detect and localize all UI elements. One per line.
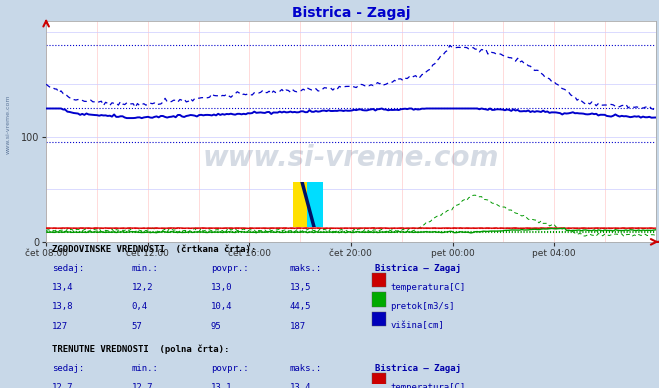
- Text: www.si-vreme.com: www.si-vreme.com: [5, 94, 11, 154]
- Text: 13,1: 13,1: [211, 383, 232, 388]
- Text: 57: 57: [132, 322, 142, 331]
- Bar: [372, 293, 386, 307]
- Text: povpr.:: povpr.:: [211, 364, 248, 373]
- Text: ZGODOVINSKE VREDNOSTI  (črtkana črta):: ZGODOVINSKE VREDNOSTI (črtkana črta):: [52, 245, 256, 254]
- Title: Bistrica - Zagaj: Bistrica - Zagaj: [292, 6, 410, 20]
- Text: min.:: min.:: [132, 364, 158, 373]
- Text: višina[cm]: višina[cm]: [391, 322, 444, 331]
- Text: 13,5: 13,5: [290, 283, 312, 292]
- Text: 44,5: 44,5: [290, 302, 312, 311]
- Text: 12,2: 12,2: [132, 283, 153, 292]
- Text: sedaj:: sedaj:: [52, 264, 84, 273]
- Text: 13,8: 13,8: [52, 302, 74, 311]
- Text: 127: 127: [52, 322, 69, 331]
- Text: 187: 187: [290, 322, 306, 331]
- Text: 10,4: 10,4: [211, 302, 232, 311]
- Text: Bistrica – Zagaj: Bistrica – Zagaj: [376, 264, 461, 273]
- Text: 12,7: 12,7: [132, 383, 153, 388]
- Text: maks.:: maks.:: [290, 364, 322, 373]
- Bar: [293, 182, 308, 227]
- Text: pretok[m3/s]: pretok[m3/s]: [391, 302, 455, 311]
- Text: TRENUTNE VREDNOSTI  (polna črta):: TRENUTNE VREDNOSTI (polna črta):: [52, 345, 229, 354]
- Text: 95: 95: [211, 322, 221, 331]
- Text: temperatura[C]: temperatura[C]: [391, 383, 466, 388]
- Text: 13,0: 13,0: [211, 283, 232, 292]
- Text: 13,4: 13,4: [290, 383, 312, 388]
- Text: www.si-vreme.com: www.si-vreme.com: [203, 144, 499, 172]
- Text: sedaj:: sedaj:: [52, 364, 84, 373]
- Bar: [372, 373, 386, 387]
- Text: temperatura[C]: temperatura[C]: [391, 283, 466, 292]
- Bar: [372, 312, 386, 326]
- Text: Bistrica – Zagaj: Bistrica – Zagaj: [376, 364, 461, 373]
- Text: 12,7: 12,7: [52, 383, 74, 388]
- Text: min.:: min.:: [132, 264, 158, 273]
- Bar: [308, 182, 323, 227]
- Text: 13,4: 13,4: [52, 283, 74, 292]
- Text: maks.:: maks.:: [290, 264, 322, 273]
- Text: 0,4: 0,4: [132, 302, 148, 311]
- Bar: [372, 273, 386, 288]
- Text: povpr.:: povpr.:: [211, 264, 248, 273]
